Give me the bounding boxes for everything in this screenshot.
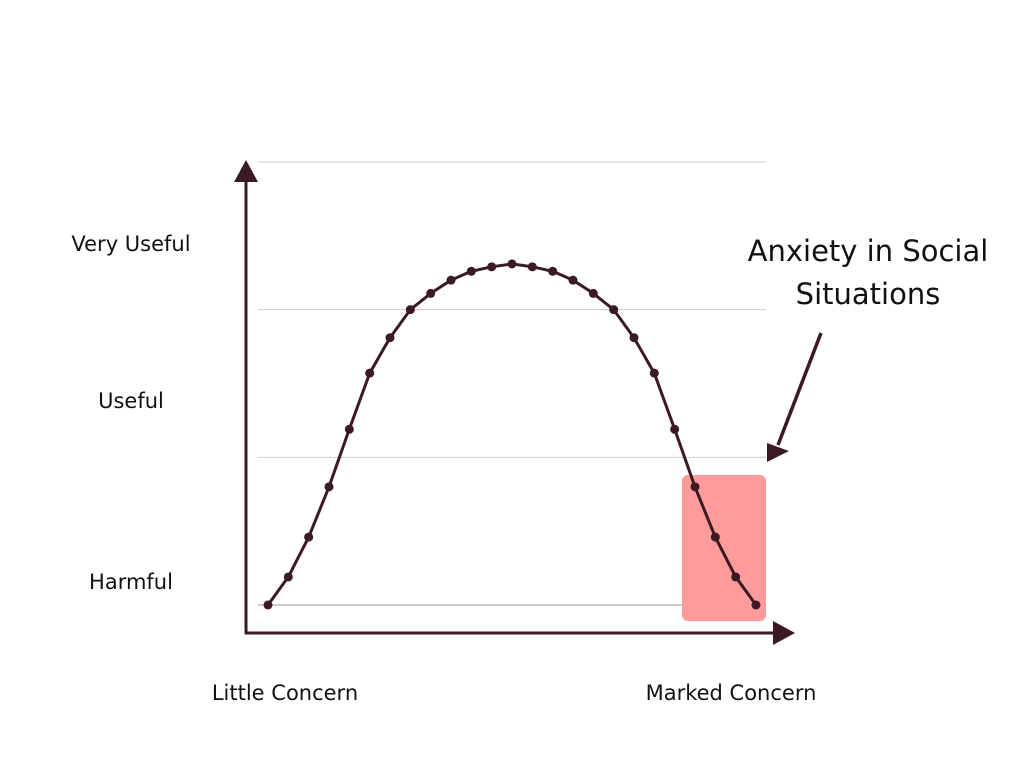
x-axis-arrow xyxy=(773,621,795,645)
data-points xyxy=(263,259,761,610)
annotation-arrow xyxy=(776,332,823,446)
data-point xyxy=(344,424,354,434)
x-tick-label-little-concern: Little Concern xyxy=(212,681,358,705)
data-point xyxy=(751,600,761,610)
data-point xyxy=(609,305,619,315)
data-point xyxy=(649,368,659,378)
y-tick-label-useful: Useful xyxy=(98,389,164,413)
axes xyxy=(234,160,795,645)
data-point xyxy=(670,424,680,434)
data-point xyxy=(710,532,720,542)
grid-lines xyxy=(258,161,766,606)
data-point xyxy=(385,333,395,343)
data-point xyxy=(304,532,314,542)
annotation-line-1: Anxiety in Social xyxy=(748,234,989,268)
data-point xyxy=(629,333,639,343)
data-point xyxy=(324,482,334,492)
data-point xyxy=(466,266,476,276)
data-point xyxy=(588,288,598,298)
y-axis-arrow xyxy=(234,160,258,182)
data-point xyxy=(405,305,415,315)
data-point xyxy=(426,288,436,298)
data-point xyxy=(283,572,293,582)
data-point xyxy=(527,262,537,272)
highlight-region xyxy=(682,475,766,621)
data-point xyxy=(446,275,456,285)
data-point xyxy=(731,572,741,582)
annotation-arrow-head xyxy=(767,443,789,462)
y-tick-label-harmful: Harmful xyxy=(89,570,173,594)
data-point xyxy=(690,482,700,492)
y-tick-label-very-useful: Very Useful xyxy=(71,232,190,256)
x-tick-label-marked-concern: Marked Concern xyxy=(646,681,817,705)
data-point xyxy=(365,368,375,378)
data-point xyxy=(548,266,558,276)
data-point xyxy=(487,262,497,272)
annotation-line-2: Situations xyxy=(796,277,941,311)
data-point xyxy=(263,600,273,610)
data-point xyxy=(507,259,517,269)
data-point xyxy=(568,275,578,285)
